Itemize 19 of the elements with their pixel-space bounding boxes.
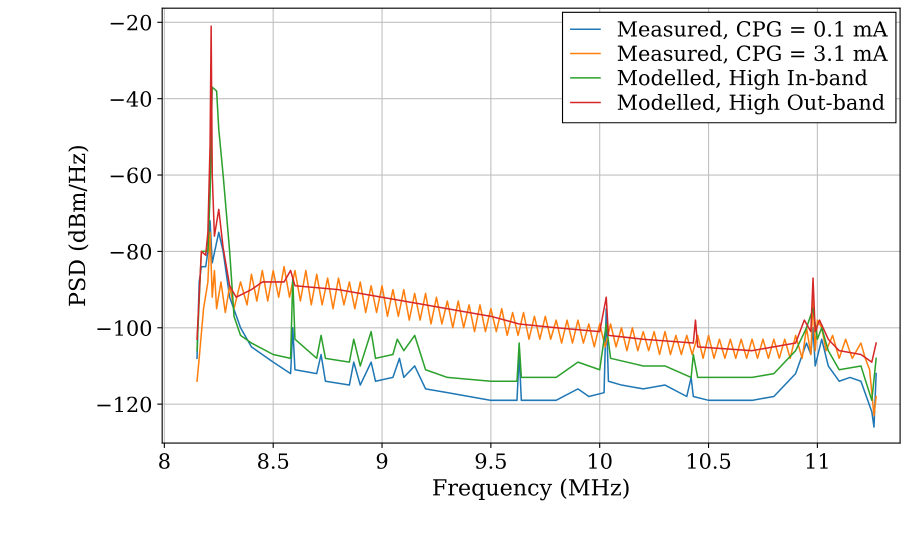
x-tick-label: 10	[588, 453, 612, 469]
x-tick-label: 8.5	[258, 453, 288, 469]
x-axis-title: Frequency (MHz)	[433, 478, 629, 500]
legend-label: Measured, CPG = 0.1 mA	[618, 20, 888, 40]
y-axis-title: PSD (dBm/Hz)	[68, 146, 89, 306]
y-tick-label: −60	[110, 167, 152, 184]
legend-label: Modelled, High In-band	[618, 69, 868, 90]
y-tick-label: −40	[110, 91, 152, 107]
legend-label: Modelled, High Out-band	[618, 94, 884, 114]
x-tick-label: 9.5	[476, 453, 506, 469]
y-tick-label: −20	[110, 14, 152, 31]
x-tick-label: 9	[376, 453, 388, 469]
y-tick-label: −80	[110, 244, 152, 260]
y-tick-label: −100	[97, 320, 152, 336]
x-tick-label: 8	[159, 453, 170, 469]
x-tick-label: 10.5	[688, 453, 730, 469]
x-tick-label: 11	[806, 453, 828, 469]
legend-label: Measured, CPG = 3.1 mA	[618, 45, 888, 64]
y-tick-label: −120	[97, 396, 152, 412]
